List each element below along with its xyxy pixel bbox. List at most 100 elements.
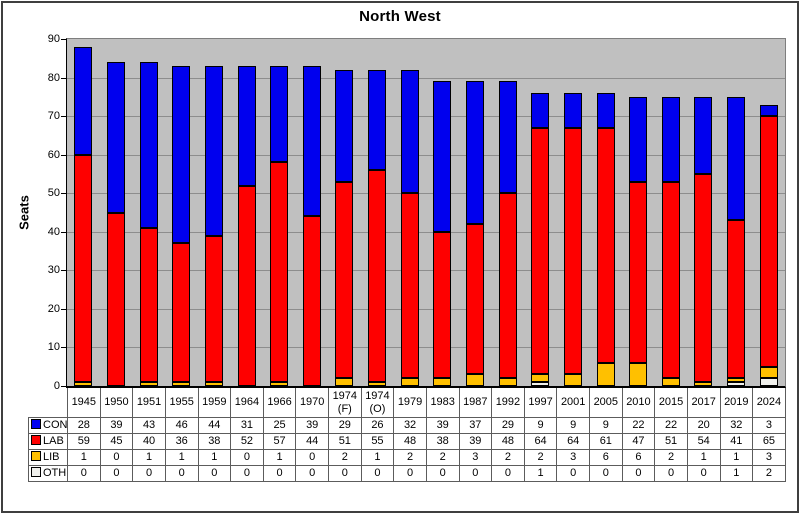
value-cell-CON-1974 (O): 26 xyxy=(360,417,395,434)
value-cell-OTH-1987: 0 xyxy=(458,465,493,482)
value-cell-LAB-2010: 47 xyxy=(621,433,656,450)
value-cell-LIB-1987: 3 xyxy=(458,449,493,466)
value-cell-LAB-1992: 48 xyxy=(491,433,525,450)
bar-segment-LIB-1945 xyxy=(74,382,93,386)
bar-segment-LAB-1979 xyxy=(400,193,419,379)
bar-segment-LIB-1997 xyxy=(531,374,550,383)
value-cell-CON-2019: 32 xyxy=(719,417,754,434)
y-tick-label-0: 0 xyxy=(53,380,60,392)
bar-segment-LAB-1987 xyxy=(465,224,484,375)
value-cell-OTH-2001: 0 xyxy=(556,465,590,482)
value-cell-LIB-1964: 0 xyxy=(230,449,264,466)
year-header-1966: 1966 xyxy=(262,388,297,418)
value-cell-LIB-2017: 1 xyxy=(686,449,721,466)
value-cell-LIB-1970: 0 xyxy=(295,449,329,466)
bar-segment-LAB-1997 xyxy=(531,127,550,375)
gridline-10 xyxy=(67,347,785,349)
y-tick-mark-40 xyxy=(61,231,66,233)
value-cell-OTH-2017: 0 xyxy=(686,465,721,482)
year-header-1959: 1959 xyxy=(197,388,232,418)
bar-segment-LAB-1992 xyxy=(498,193,517,379)
value-cell-LIB-2005: 6 xyxy=(589,449,623,466)
bar-segment-LAB-2015 xyxy=(661,181,680,379)
year-header-2019: 2019 xyxy=(719,388,754,418)
value-cell-LAB-2024: 65 xyxy=(752,433,786,450)
bar-segment-LIB-2019 xyxy=(727,378,746,383)
bar-segment-CON-1992 xyxy=(498,81,517,194)
year-header-2010: 2010 xyxy=(621,388,656,418)
bar-segment-LIB-1979 xyxy=(400,378,419,386)
bar-segment-CON-1966 xyxy=(270,66,289,163)
value-cell-LAB-1959: 38 xyxy=(197,433,232,450)
value-cell-OTH-1964: 0 xyxy=(230,465,264,482)
value-cell-CON-1964: 31 xyxy=(230,417,264,434)
value-cell-LAB-1983: 38 xyxy=(425,433,460,450)
legend-label-LIB: LIB xyxy=(43,451,60,463)
bar-segment-LIB-1974 (F) xyxy=(335,378,354,386)
legend-swatch-LIB xyxy=(31,451,41,461)
bar-segment-LAB-2019 xyxy=(727,220,746,379)
legend-row-header-OTH: OTH xyxy=(28,465,68,482)
bar-segment-LAB-1974 (O) xyxy=(368,170,387,383)
bar-segment-LAB-1959 xyxy=(204,235,223,383)
value-cell-CON-1983: 39 xyxy=(425,417,460,434)
bar-segment-CON-2001 xyxy=(563,93,582,128)
bar-segment-LIB-2010 xyxy=(629,362,648,386)
bar-segment-CON-1945 xyxy=(74,46,93,155)
year-header-1992: 1992 xyxy=(491,388,525,418)
value-cell-LIB-2024: 3 xyxy=(752,449,786,466)
bar-segment-CON-1983 xyxy=(433,81,452,232)
legend-label-LAB: LAB xyxy=(43,435,64,447)
value-cell-LIB-1955: 1 xyxy=(164,449,199,466)
value-cell-OTH-2019: 1 xyxy=(719,465,754,482)
bar-segment-OTH-2024 xyxy=(759,378,778,386)
value-cell-LAB-1987: 39 xyxy=(458,433,493,450)
value-cell-LIB-2010: 6 xyxy=(621,449,656,466)
bar-segment-CON-2015 xyxy=(661,96,680,182)
year-header-1987: 1987 xyxy=(458,388,493,418)
value-cell-CON-1997: 9 xyxy=(523,417,558,434)
value-cell-LIB-1966: 1 xyxy=(262,449,297,466)
value-cell-OTH-1966: 0 xyxy=(262,465,297,482)
value-cell-CON-1966: 25 xyxy=(262,417,297,434)
year-header-1964: 1964 xyxy=(230,388,264,418)
value-cell-CON-2017: 20 xyxy=(686,417,721,434)
legend-row-header-LIB: LIB xyxy=(28,449,68,466)
value-cell-OTH-1997: 1 xyxy=(523,465,558,482)
value-cell-LAB-2005: 61 xyxy=(589,433,623,450)
bar-segment-OTH-1997 xyxy=(531,382,550,386)
year-header-2005: 2005 xyxy=(589,388,623,418)
bar-segment-CON-2024 xyxy=(759,104,778,117)
bar-segment-LAB-2001 xyxy=(563,127,582,375)
bar-segment-LAB-1951 xyxy=(139,227,158,383)
value-cell-LIB-2019: 1 xyxy=(719,449,754,466)
gridline-40 xyxy=(67,231,785,233)
value-cell-CON-2010: 22 xyxy=(621,417,656,434)
legend-row-header-CON: CON xyxy=(28,417,68,434)
bar-segment-CON-1950 xyxy=(106,62,125,213)
year-header-2024: 2024 xyxy=(752,388,786,418)
year-header-1974 (O): 1974 (O) xyxy=(360,388,395,418)
bar-segment-CON-1974 (O) xyxy=(368,69,387,171)
year-header-1974 (F): 1974 (F) xyxy=(328,388,362,418)
bar-segment-CON-1979 xyxy=(400,69,419,194)
value-cell-OTH-1974 (F): 0 xyxy=(328,465,362,482)
value-cell-LAB-1964: 52 xyxy=(230,433,264,450)
bar-segment-CON-1959 xyxy=(204,66,223,236)
value-cell-LIB-2015: 2 xyxy=(654,449,688,466)
gridline-70 xyxy=(67,116,785,118)
bar-segment-LAB-1950 xyxy=(106,212,125,386)
value-cell-LAB-1970: 44 xyxy=(295,433,329,450)
bar-segment-LAB-2017 xyxy=(694,173,713,383)
y-tick-label-40: 40 xyxy=(47,225,60,238)
y-tick-label-90: 90 xyxy=(47,33,60,45)
value-cell-CON-1979: 32 xyxy=(393,417,427,434)
legend-swatch-OTH xyxy=(31,467,41,477)
value-cell-LIB-1959: 1 xyxy=(197,449,232,466)
value-cell-LAB-2001: 64 xyxy=(556,433,590,450)
year-header-1997: 1997 xyxy=(523,388,558,418)
bar-segment-CON-1997 xyxy=(531,93,550,128)
value-cell-LIB-1974 (F): 2 xyxy=(328,449,362,466)
gridline-60 xyxy=(67,154,785,156)
bar-segment-LAB-2024 xyxy=(759,116,778,367)
